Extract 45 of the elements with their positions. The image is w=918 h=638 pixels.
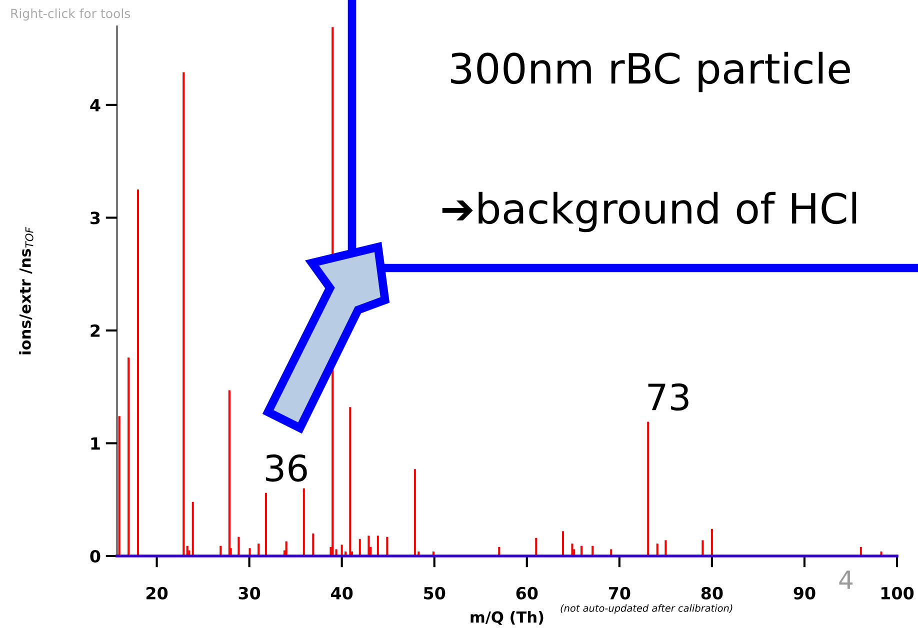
annotation: 300nm rBC particle	[451, 52, 850, 92]
x-tick-label: 50	[424, 586, 446, 600]
x-tick-label: 30	[238, 586, 260, 600]
bar	[664, 540, 667, 556]
text: (not auto-updated after calibration)	[560, 604, 732, 614]
bar	[376, 536, 379, 556]
bar	[710, 528, 713, 556]
bar	[264, 492, 267, 556]
bar	[535, 538, 538, 556]
x-tick-label: 100	[881, 586, 914, 600]
bar	[302, 488, 305, 556]
bar	[358, 539, 361, 556]
x-tick-label: 40	[330, 586, 353, 600]
bar	[228, 390, 230, 556]
bar	[118, 416, 120, 556]
bar	[562, 531, 564, 556]
x-tick-label: 60	[516, 586, 538, 600]
bar	[136, 190, 140, 556]
bar	[368, 536, 370, 556]
bar	[702, 540, 704, 556]
bar	[128, 358, 130, 556]
x-tick-label: 80	[701, 586, 723, 600]
bar	[647, 422, 650, 556]
y-tick-label: 3	[90, 212, 100, 224]
x-tick-label: 70	[608, 586, 630, 600]
annotation: ➔background of HCl	[442, 192, 856, 232]
annotation: 36	[266, 454, 307, 482]
bar	[238, 536, 240, 556]
y-tick-label: 2	[90, 324, 100, 337]
x-tick-label: 20	[146, 586, 168, 600]
text: Right-click for tools	[11, 8, 130, 21]
bar	[386, 536, 388, 556]
annotation: 73	[648, 383, 688, 411]
y-axis-title: ions/extr /ns$_{TOF}$	[19, 226, 34, 354]
y-tick-label: 0	[90, 550, 100, 563]
text: 4	[839, 570, 853, 589]
bar	[349, 407, 352, 556]
y-tick-label: 1	[91, 437, 100, 450]
x-tick-label: 90	[794, 586, 816, 600]
bar	[182, 72, 185, 556]
x-axis-title: m/Q (Th)	[470, 611, 544, 625]
bar	[192, 502, 194, 556]
bar	[414, 469, 416, 556]
y-tick-label: 4	[90, 99, 100, 112]
bar	[312, 533, 314, 556]
